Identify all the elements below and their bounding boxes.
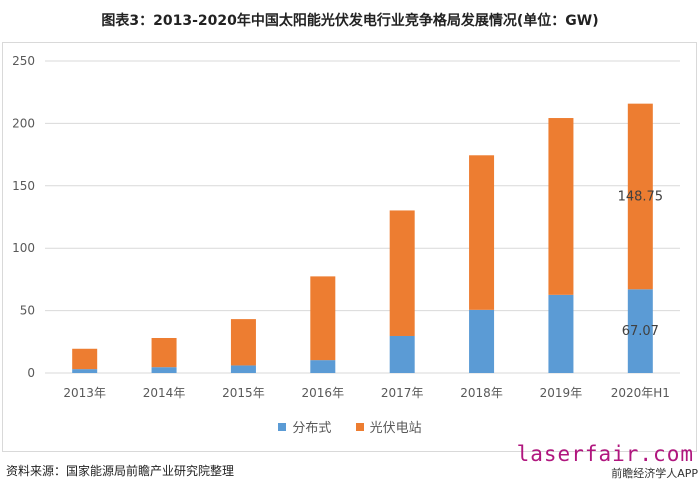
bar-distributed [627, 289, 653, 373]
chart-frame [2, 42, 697, 452]
y-tick-label: 250 [12, 54, 35, 68]
bar-station [469, 155, 495, 310]
bar-distributed [151, 367, 177, 373]
legend-label: 光伏电站 [369, 421, 422, 436]
y-tick-label: 150 [12, 179, 35, 193]
data-label: 67.07 [622, 324, 659, 339]
x-tick-label: 2013年 [63, 386, 106, 400]
bar-chart: 0 50 100 150 200 250 2013年 2014年 2015年 2016年 2017年… [12, 54, 680, 400]
chart-title: 图表3：2013-2020年中国太阳能光伏发电行业竞争格局发展情况(单位：GW) [101, 13, 599, 29]
bar-distributed [389, 335, 415, 373]
brand-logo: laserfair.com [516, 442, 694, 466]
x-tick-label: 2014年 [143, 386, 186, 400]
legend: 分布式 光伏电站 [0, 417, 700, 436]
x-tick-label: 2015年 [222, 386, 265, 400]
bar-distributed [548, 294, 574, 373]
bar-station [389, 210, 415, 336]
legend-label: 分布式 [292, 421, 332, 436]
source-note: 资料来源：国家能源局前瞻产业研究院整理 [6, 464, 235, 478]
bar-distributed [310, 360, 336, 373]
x-tick-label: 2016年 [302, 386, 345, 400]
bar-station [627, 103, 653, 290]
data-label: 148.75 [618, 189, 664, 204]
bar-station [230, 319, 256, 366]
x-tick-label: 2018年 [460, 386, 503, 400]
bar-distributed [72, 369, 98, 373]
bar-station [310, 276, 336, 361]
bar-station [151, 337, 177, 368]
x-tick-label: 2019年 [540, 386, 583, 400]
y-tick-label: 200 [12, 116, 35, 130]
y-tick-label: 0 [27, 366, 35, 380]
x-tick-label: 2020年H1 [611, 386, 670, 400]
y-tick-label: 50 [20, 304, 35, 318]
legend-item-station: 光伏电站 [355, 417, 422, 436]
brand-subtitle: 前瞻经济学人APP [611, 467, 698, 480]
legend-swatch [355, 422, 364, 431]
bar-station [548, 118, 574, 295]
x-tick-label: 2017年 [381, 386, 424, 400]
legend-swatch [278, 422, 287, 431]
y-tick-label: 100 [12, 241, 35, 255]
bar-distributed [469, 309, 495, 373]
bar-distributed [230, 365, 256, 373]
legend-item-distributed: 分布式 [278, 417, 331, 436]
bar-station [72, 348, 98, 370]
